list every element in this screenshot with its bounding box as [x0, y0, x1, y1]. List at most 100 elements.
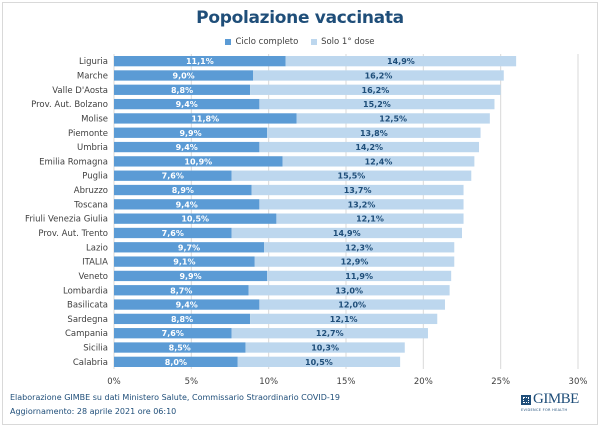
bar-solo-prima-dose: [231, 227, 462, 239]
data-label: 10,5%: [305, 358, 333, 367]
category-label: Emilia Romagna: [39, 157, 108, 167]
data-label: 10,9%: [184, 157, 212, 166]
x-tick-label: 20%: [414, 377, 433, 387]
bar-solo-prima-dose: [259, 141, 480, 153]
bar-ciclo-completo: [114, 328, 232, 339]
data-label: 9,7%: [178, 243, 200, 252]
data-label: 12,0%: [338, 301, 366, 310]
data-label: 12,5%: [379, 114, 407, 123]
data-label: 13,7%: [344, 186, 372, 195]
category-label: Lombardia: [63, 286, 108, 296]
data-label: 16,2%: [365, 71, 393, 80]
bar-solo-prima-dose: [248, 285, 450, 296]
data-label: 10,3%: [311, 344, 339, 353]
data-label: 8,8%: [171, 86, 193, 95]
data-label: 12,1%: [356, 215, 384, 224]
data-label: 14,2%: [355, 143, 383, 152]
data-label: 9,9%: [179, 129, 201, 138]
category-label: Prov. Aut. Bolzano: [31, 100, 108, 110]
chart-legend: Ciclo completo Solo 1° dose: [0, 37, 600, 48]
category-label: Toscana: [73, 200, 108, 210]
legend-label: Ciclo completo: [235, 37, 299, 47]
x-tick-label: 10%: [259, 377, 278, 387]
bar-solo-prima-dose: [254, 256, 455, 267]
bar-ciclo-completo: [114, 285, 249, 296]
x-tick-label: 30%: [569, 377, 588, 387]
bar-ciclo-completo: [114, 141, 260, 153]
bar-solo-prima-dose: [231, 328, 428, 339]
bar-ciclo-completo: [114, 242, 265, 253]
bar-ciclo-completo: [114, 342, 246, 353]
bar-ciclo-completo: [114, 156, 283, 167]
x-tick-label: 0%: [107, 377, 121, 387]
bar-ciclo-completo: [114, 313, 251, 325]
legend-item-solo-prima-dose: Solo 1° dose: [311, 37, 375, 47]
category-label: Umbria: [77, 143, 108, 153]
bar-solo-prima-dose: [276, 213, 464, 224]
bar-ciclo-completo: [114, 199, 260, 210]
data-label: 12,9%: [341, 258, 369, 267]
category-label: Marche: [77, 71, 108, 81]
bar-solo-prima-dose: [259, 98, 495, 110]
data-label: 8,7%: [170, 286, 192, 295]
bar-solo-prima-dose: [237, 356, 401, 367]
bar-ciclo-completo: [114, 84, 251, 95]
category-label: Piemonte: [68, 129, 108, 139]
data-label: 14,9%: [333, 229, 361, 238]
bar-solo-prima-dose: [259, 199, 464, 210]
data-label: 12,3%: [345, 243, 373, 252]
data-label: 12,1%: [330, 315, 358, 324]
category-label: Friuli Venezia Giulia: [25, 215, 108, 225]
data-label: 15,5%: [338, 172, 366, 181]
gimbe-logo: GIMBE EVIDENCE FOR HEALTH: [521, 392, 581, 412]
x-tick-label: 5%: [185, 377, 199, 387]
data-label: 11,9%: [345, 272, 373, 281]
category-label: Sicilia: [83, 344, 108, 354]
source-note: Elaborazione GIMBE su dati Ministero Sal…: [10, 393, 340, 402]
data-label: 8,8%: [171, 315, 193, 324]
data-label: 15,2%: [363, 100, 391, 109]
x-tick-label: 15%: [337, 377, 356, 387]
category-label: Veneto: [78, 272, 108, 282]
data-label: 16,2%: [362, 86, 390, 95]
bar-solo-prima-dose: [267, 127, 481, 138]
data-label: 10,5%: [181, 215, 209, 224]
bar-ciclo-completo: [114, 127, 268, 138]
bar-solo-prima-dose: [296, 113, 490, 124]
data-label: 9,4%: [176, 301, 198, 310]
category-label: Basilicata: [67, 301, 108, 311]
category-label: Sardegna: [67, 315, 108, 325]
data-label: 8,0%: [165, 358, 187, 367]
data-label: 7,6%: [162, 229, 184, 238]
data-label: 12,7%: [316, 329, 344, 338]
bar-solo-prima-dose: [250, 84, 501, 95]
bar-ciclo-completo: [114, 356, 238, 367]
category-label: Prov. Aut. Trento: [38, 229, 108, 239]
data-label: 7,6%: [162, 172, 184, 181]
bar-ciclo-completo: [114, 270, 268, 282]
legend-swatch-ciclo-completo: [225, 39, 232, 45]
bar-ciclo-completo: [114, 56, 286, 67]
category-label: Abruzzo: [74, 186, 108, 196]
bar-ciclo-completo: [114, 227, 232, 239]
bar-ciclo-completo: [114, 299, 260, 310]
data-label: 8,5%: [169, 344, 191, 353]
bar-solo-prima-dose: [251, 184, 464, 196]
data-label: 11,1%: [186, 57, 214, 66]
data-label: 9,4%: [176, 200, 198, 209]
bar-solo-prima-dose: [231, 170, 472, 181]
update-note: Aggiornamento: 28 aprile 2021 ore 06:10: [10, 407, 177, 416]
bar-solo-prima-dose: [245, 342, 405, 353]
data-label: 9,4%: [176, 100, 198, 109]
data-label: 9,0%: [173, 71, 195, 80]
data-label: 14,9%: [387, 57, 415, 66]
bar-solo-prima-dose: [253, 70, 504, 81]
logo-mark-icon: [521, 394, 531, 405]
bar-ciclo-completo: [114, 184, 252, 196]
data-label: 9,9%: [179, 272, 201, 281]
legend-item-ciclo-completo: Ciclo completo: [225, 37, 298, 47]
bar-ciclo-completo: [114, 256, 255, 267]
legend-label: Solo 1° dose: [321, 37, 375, 47]
bar-ciclo-completo: [114, 213, 277, 224]
